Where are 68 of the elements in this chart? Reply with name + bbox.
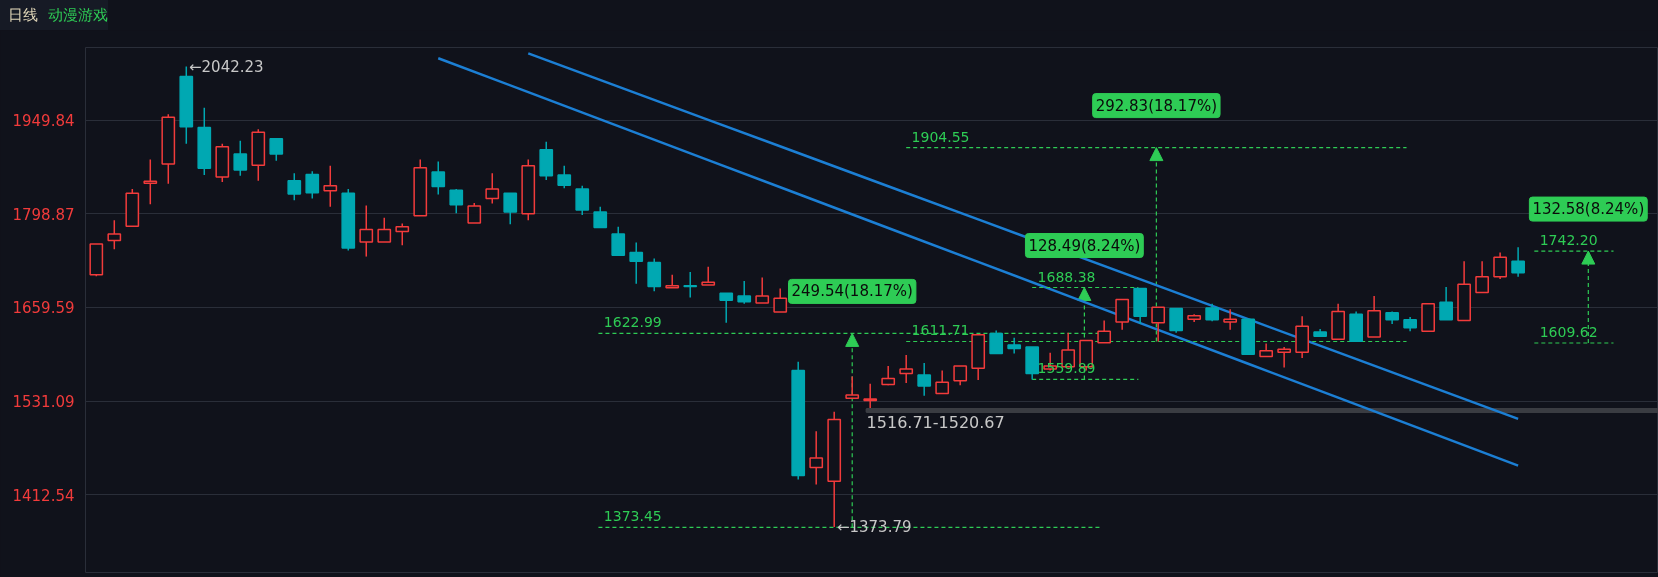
candlestick <box>989 329 1004 355</box>
candlestick <box>737 280 752 305</box>
candlestick <box>719 292 734 324</box>
ref-line-label: 1622.99 <box>603 314 662 331</box>
candlestick <box>431 160 446 196</box>
candlestick <box>557 165 572 190</box>
annotation: ←1373.79 <box>836 517 912 536</box>
candlestick <box>1277 346 1292 369</box>
annotation: 128.49(8.24%) <box>1028 236 1141 255</box>
candlestick <box>269 138 284 162</box>
band-label: 1516.71-1520.67 <box>866 413 1005 433</box>
candlestick <box>593 205 608 229</box>
y-tick-label: 1531.09 <box>12 393 75 412</box>
candlestick <box>701 265 716 286</box>
ref-line-label: 1742.20 <box>1539 232 1598 249</box>
candlestick <box>1097 319 1112 344</box>
candlestick <box>305 170 320 200</box>
ref-line-label: 1373.45 <box>603 508 662 525</box>
candlestick <box>1115 298 1130 331</box>
y-tick-label: 1949.84 <box>12 112 75 131</box>
annotation: 249.54(18.17%) <box>791 282 913 301</box>
candlestick <box>467 202 482 224</box>
ref-line-label: 1904.55 <box>911 128 970 145</box>
candlestick <box>287 172 302 202</box>
text: 132.58(8.24%) <box>1532 200 1645 219</box>
candlestick <box>1439 286 1453 321</box>
candlestick <box>359 204 374 258</box>
candlestick <box>575 185 590 216</box>
candlestick <box>953 365 968 387</box>
candlestick <box>107 219 122 250</box>
candlestick <box>629 241 644 285</box>
candlestick <box>1169 307 1184 334</box>
candlestick <box>485 172 500 205</box>
y-tick-label: 1659.59 <box>12 299 75 318</box>
candlestick <box>647 257 662 292</box>
chart-subtitle: 动漫游戏 <box>47 6 108 24</box>
candlestick <box>899 354 914 384</box>
candlestick <box>449 188 464 214</box>
y-tick-label: 1412.54 <box>12 486 75 505</box>
candlestick <box>1007 336 1022 355</box>
candlestick <box>323 165 338 208</box>
y-tick-label: 1798.87 <box>12 205 75 224</box>
candlestick <box>755 276 770 304</box>
candlestick <box>773 287 788 313</box>
candlestick <box>503 192 518 225</box>
candlestick <box>1493 251 1507 280</box>
candlestick <box>809 430 824 486</box>
ref-line-label: 1609.62 <box>1539 324 1598 340</box>
line-series <box>437 56 1520 467</box>
candlestick <box>233 139 248 177</box>
candlestick <box>611 226 626 256</box>
candlestick <box>917 362 932 397</box>
candlestick <box>683 271 698 299</box>
ref-line-label: 1688.38 <box>1037 268 1096 285</box>
annotation: ←2042.23 <box>188 57 264 76</box>
candlestick <box>1475 260 1489 294</box>
candlestick <box>665 274 680 289</box>
candlestick <box>1223 308 1238 331</box>
candlestick <box>935 369 950 395</box>
candlestick <box>863 383 878 409</box>
candlestick <box>395 222 410 246</box>
annotation: 292.83(18.17%) <box>1095 96 1218 115</box>
candlestick <box>1511 246 1525 278</box>
candlestick <box>143 158 158 205</box>
candlestick <box>1151 306 1166 343</box>
candlestick <box>845 375 860 399</box>
chart-title: 日线 <box>8 6 38 24</box>
candlestick <box>377 216 392 243</box>
